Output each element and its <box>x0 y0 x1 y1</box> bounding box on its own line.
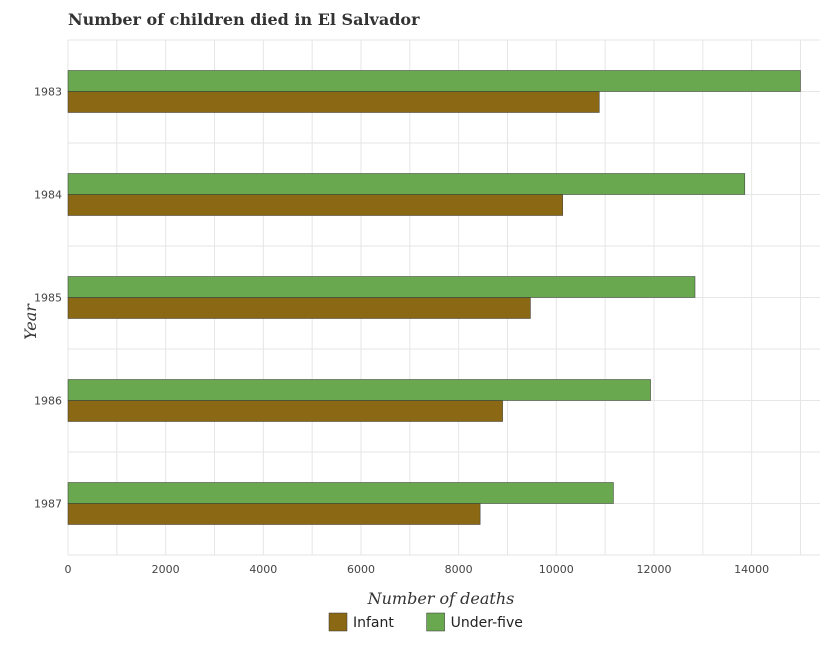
bar-infant-1985 <box>67 297 531 319</box>
x-tick-label: 4000 <box>249 563 277 576</box>
bar-under-five-1986 <box>67 379 651 401</box>
y-tick-labels: 1983 1984 1985 1986 1987 <box>34 86 62 511</box>
bars-group <box>67 70 801 525</box>
bar-under-five-1983 <box>67 70 801 92</box>
x-tick-label: 14000 <box>734 563 769 576</box>
x-axis-label: Number of deaths <box>367 589 515 608</box>
legend: Infant Under-five <box>328 612 523 632</box>
legend-swatch-infant <box>328 612 348 632</box>
x-tick-label: 10000 <box>539 563 574 576</box>
x-tick-label: 0 <box>65 563 72 576</box>
bar-infant-1984 <box>67 194 563 216</box>
bar-infant-1986 <box>67 400 503 422</box>
bar-under-five-1987 <box>67 482 614 504</box>
x-tick-label: 2000 <box>152 563 180 576</box>
chart-title: Number of children died in El Salvador <box>68 10 420 29</box>
bar-infant-1983 <box>67 91 600 113</box>
y-tick-label: 1984 <box>34 189 62 202</box>
legend-label: Under-five <box>451 615 523 631</box>
bar-under-five-1984 <box>67 173 746 195</box>
y-axis-label: Year <box>21 303 40 340</box>
x-tick-label: 12000 <box>636 563 671 576</box>
legend-swatch-under-five <box>426 612 445 632</box>
x-tick-label: 8000 <box>445 563 473 576</box>
y-tick-label: 1985 <box>34 292 62 305</box>
x-tick-labels: 0 2000 4000 6000 8000 10000 12000 14000 <box>65 563 770 576</box>
x-tick-label: 6000 <box>347 563 375 576</box>
bar-infant-1987 <box>67 503 481 525</box>
y-tick-label: 1983 <box>34 86 62 99</box>
bar-under-five-1985 <box>67 276 696 298</box>
y-tick-label: 1987 <box>34 498 62 511</box>
y-tick-label: 1986 <box>34 395 62 408</box>
legend-label: Infant <box>353 615 394 631</box>
